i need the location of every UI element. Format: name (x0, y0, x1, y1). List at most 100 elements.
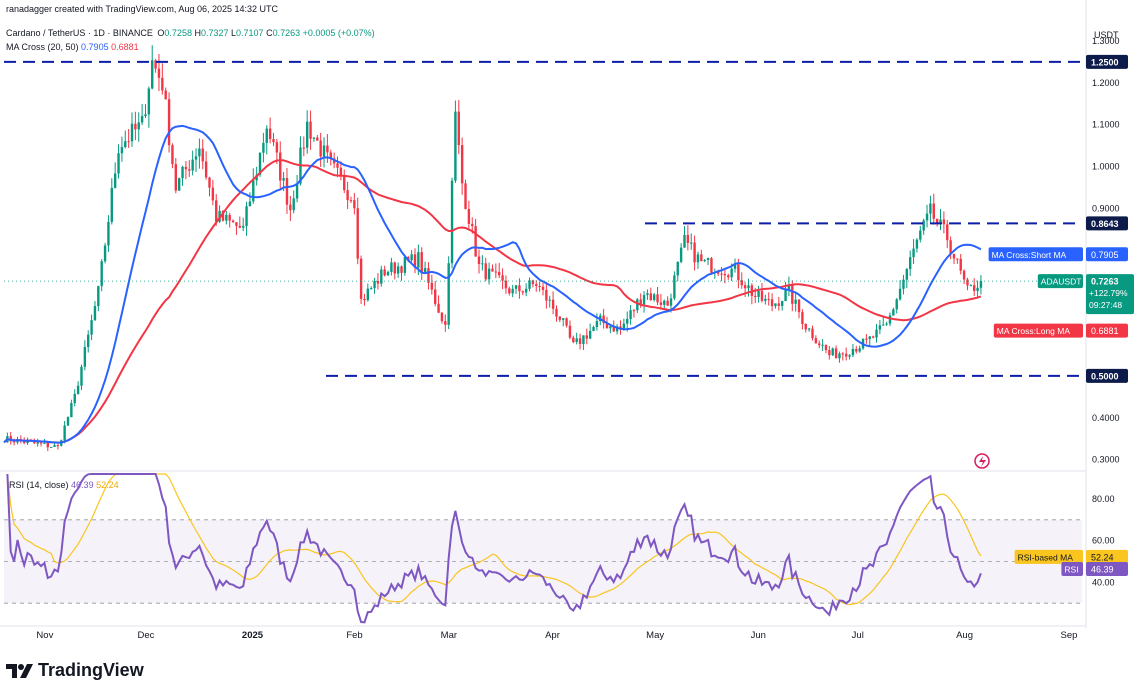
candle-body[interactable] (602, 315, 605, 324)
candle-body[interactable] (770, 299, 774, 307)
candle-body[interactable] (393, 262, 396, 274)
candle-body[interactable] (63, 425, 66, 441)
candle-body[interactable] (450, 180, 454, 264)
candle-body[interactable] (440, 312, 444, 322)
candle-body[interactable] (814, 338, 818, 344)
candle-body[interactable] (656, 294, 659, 303)
candle-body[interactable] (369, 288, 373, 290)
candle-body[interactable] (454, 111, 457, 181)
candle-body[interactable] (228, 214, 231, 221)
candle-body[interactable] (774, 303, 777, 307)
lightning-icon[interactable] (974, 453, 990, 469)
candle-body[interactable] (895, 299, 898, 310)
candle-body[interactable] (791, 285, 794, 304)
candle-body[interactable] (501, 275, 504, 281)
candle-body[interactable] (807, 328, 811, 330)
candle-body[interactable] (669, 298, 673, 306)
candle-body[interactable] (56, 445, 60, 447)
candle-body[interactable] (403, 257, 407, 273)
candle-body[interactable] (615, 326, 619, 332)
candle-body[interactable] (956, 258, 959, 260)
rsi-legend[interactable]: RSI (14, close) 46.39 52.24 (9, 480, 119, 490)
candle-body[interactable] (110, 187, 113, 222)
candle-body[interactable] (107, 221, 110, 246)
candle-body[interactable] (973, 285, 976, 292)
candle-body[interactable] (127, 141, 130, 143)
candle-body[interactable] (477, 256, 481, 265)
candle-body[interactable] (177, 178, 181, 191)
candle-body[interactable] (120, 147, 124, 154)
candle-body[interactable] (811, 328, 814, 339)
candle-body[interactable] (430, 282, 434, 290)
candle-body[interactable] (727, 275, 730, 278)
candle-body[interactable] (801, 312, 804, 324)
candle-body[interactable] (316, 137, 319, 141)
candle-body[interactable] (464, 183, 467, 210)
candle-body[interactable] (780, 301, 784, 306)
candle-body[interactable] (730, 268, 733, 278)
candle-body[interactable] (221, 210, 225, 221)
candle-body[interactable] (905, 269, 909, 280)
candle-body[interactable] (885, 323, 888, 325)
candle-body[interactable] (329, 152, 332, 159)
candle-body[interactable] (9, 436, 12, 442)
candle-body[interactable] (87, 334, 90, 348)
candle-body[interactable] (396, 266, 400, 274)
candle-body[interactable] (878, 325, 882, 330)
candle-body[interactable] (238, 225, 242, 228)
candle-body[interactable] (53, 445, 56, 447)
candle-body[interactable] (929, 203, 932, 214)
candle-body[interactable] (312, 137, 316, 139)
candle-body[interactable] (356, 208, 359, 259)
rsi-line[interactable] (6, 473, 982, 624)
candle-body[interactable] (208, 177, 211, 188)
candle-body[interactable] (528, 280, 531, 289)
candle-body[interactable] (359, 258, 363, 299)
candle-body[interactable] (932, 203, 935, 219)
candle-body[interactable] (784, 290, 787, 302)
candle-body[interactable] (144, 114, 147, 116)
candle-body[interactable] (562, 318, 565, 320)
candle-body[interactable] (134, 123, 137, 130)
candle-body[interactable] (720, 273, 723, 275)
candle-body[interactable] (444, 321, 447, 325)
candle-body[interactable] (568, 325, 572, 338)
candle-body[interactable] (942, 219, 946, 225)
candle-body[interactable] (673, 275, 676, 299)
candle-body[interactable] (154, 60, 157, 69)
candle-body[interactable] (585, 335, 588, 339)
candle-body[interactable] (164, 90, 167, 100)
candle-body[interactable] (882, 324, 885, 326)
ma-long-line[interactable] (3, 159, 982, 444)
candle-body[interactable] (538, 286, 541, 288)
candle-body[interactable] (679, 247, 683, 262)
candle-body[interactable] (417, 252, 420, 268)
candle-body[interactable] (265, 128, 268, 143)
candle-body[interactable] (828, 350, 831, 356)
candle-body[interactable] (400, 266, 403, 273)
candle-body[interactable] (659, 302, 663, 305)
candle-body[interactable] (626, 318, 629, 324)
candle-body[interactable] (353, 200, 356, 209)
candle-body[interactable] (504, 280, 508, 289)
candle-body[interactable] (919, 230, 922, 240)
candle-body[interactable] (696, 254, 700, 263)
candle-body[interactable] (151, 60, 154, 89)
candle-body[interactable] (339, 167, 343, 176)
candle-body[interactable] (572, 337, 575, 343)
candle-body[interactable] (706, 258, 710, 261)
candle-body[interactable] (46, 442, 49, 448)
candle-body[interactable] (868, 336, 871, 340)
candle-body[interactable] (740, 280, 743, 286)
candle-body[interactable] (211, 187, 215, 201)
candle-body[interactable] (36, 442, 39, 444)
candle-body[interactable] (716, 271, 720, 274)
candle-body[interactable] (757, 290, 760, 297)
candle-body[interactable] (831, 348, 834, 356)
candle-body[interactable] (305, 121, 309, 148)
candle-body[interactable] (423, 268, 427, 272)
candle-body[interactable] (191, 159, 194, 171)
candle-body[interactable] (946, 224, 949, 241)
candle-body[interactable] (632, 310, 636, 312)
candle-body[interactable] (90, 320, 93, 335)
